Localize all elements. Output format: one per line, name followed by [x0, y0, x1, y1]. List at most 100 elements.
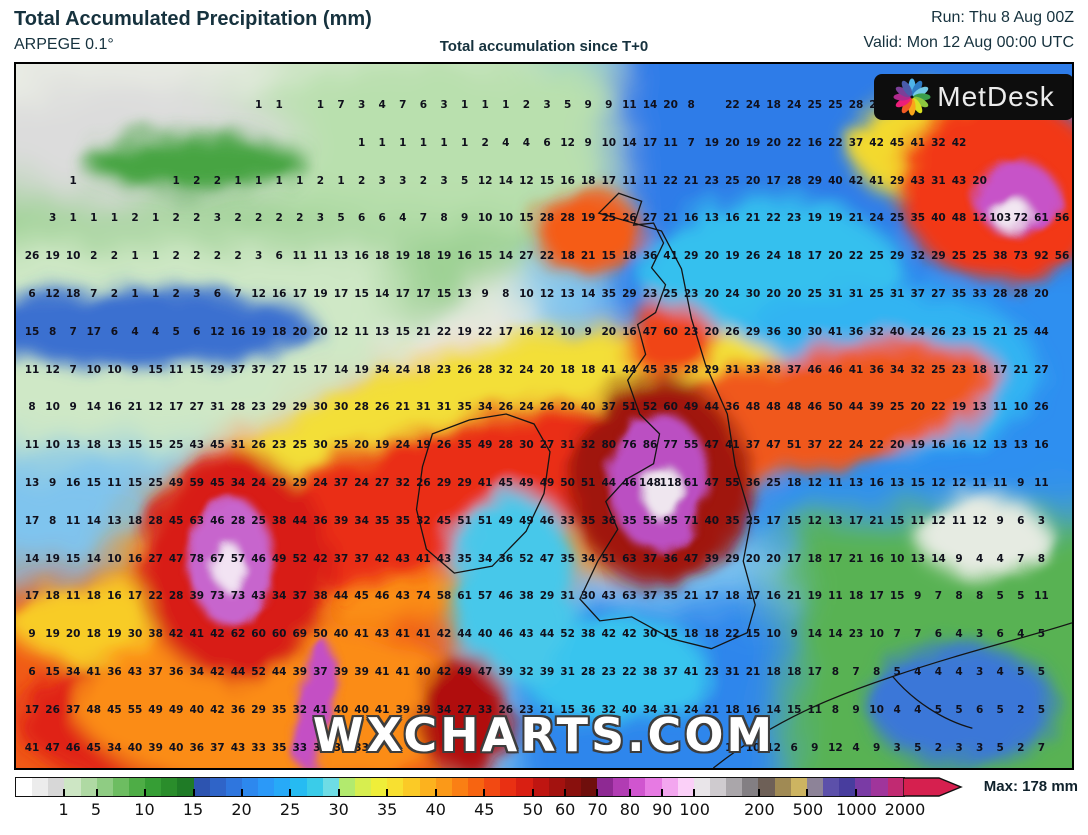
grid-value: 28 [354, 401, 369, 414]
grid-value: 17 [786, 552, 802, 565]
grid-value: 35 [663, 590, 678, 603]
grid-value: 49 [519, 477, 534, 489]
grid-value: 32 [580, 439, 596, 452]
grid-value: 21 [127, 401, 143, 414]
grid-value: 27 [271, 363, 287, 376]
grid-value: 41 [189, 628, 205, 641]
grid-value: 15 [24, 325, 40, 338]
grid-value: 28 [848, 99, 864, 111]
grid-value: 16 [931, 439, 946, 452]
accumulation-subtitle: Total accumulation since T+0 [439, 38, 649, 55]
grid-value: 29 [807, 174, 823, 187]
grid-value: 20 [560, 401, 575, 414]
grid-value: 14 [86, 401, 102, 414]
grid-value: 35 [457, 552, 472, 565]
grid-value: 78 [189, 552, 205, 565]
grid-value: 7 [337, 99, 345, 111]
grid-value: 6 [193, 325, 201, 338]
grid-value: 29 [539, 590, 555, 603]
grid-value: 32 [416, 514, 431, 527]
grid-value: 1 [131, 250, 139, 263]
grid-value: 23 [951, 363, 967, 376]
grid-value: 19 [951, 401, 967, 414]
colorbar-segment [758, 778, 775, 796]
grid-value: 13 [457, 288, 472, 300]
grid-value: 148 [639, 477, 661, 489]
grid-value: 11 [168, 363, 184, 376]
grid-value: 5 [1037, 703, 1046, 716]
colorbar-segment [742, 778, 759, 796]
grid-value: 36 [313, 514, 328, 527]
grid-value: 5 [996, 741, 1004, 754]
grid-value: 22 [148, 590, 163, 603]
colorbar-segment [322, 778, 339, 796]
grid-value: 33 [477, 703, 493, 716]
grid-value: 6 [28, 666, 36, 678]
colorbar-tick [434, 789, 437, 796]
grid-value: 46 [828, 363, 843, 376]
grid-value: 16 [107, 401, 122, 414]
grid-value: 33 [292, 741, 308, 754]
grid-value: 10 [745, 741, 761, 754]
grid-value: 5 [1037, 666, 1046, 678]
grid-value: 39 [354, 666, 369, 678]
grid-value: 18 [416, 363, 431, 376]
grid-value: 12 [45, 363, 60, 376]
grid-value: 7 [1037, 741, 1046, 754]
grid-value: 26 [745, 250, 761, 263]
grid-value: 46 [807, 401, 823, 414]
grid-value: 26 [24, 250, 40, 263]
grid-value: 26 [457, 363, 472, 376]
grid-value: 16 [519, 325, 534, 338]
colorbar-segment [548, 778, 565, 796]
grid-value: 26 [931, 325, 946, 338]
grid-value: 20 [354, 439, 369, 452]
grid-value: 23 [601, 666, 617, 678]
grid-value: 21 [848, 552, 864, 565]
grid-value: 19 [807, 590, 823, 603]
grid-value: 1 [234, 174, 242, 187]
grid-value: 59 [189, 477, 205, 489]
grid-value: 14 [622, 136, 637, 149]
grid-value: 26 [1034, 401, 1049, 414]
colorbar-tick-label: 1 [58, 800, 69, 819]
colorbar-tick [192, 789, 195, 796]
grid-value: 3 [193, 288, 201, 300]
colorbar [15, 777, 905, 797]
grid-value: 12 [333, 325, 349, 338]
grid-value: 13 [972, 401, 987, 414]
colorbar-tick-label: 80 [619, 800, 641, 819]
grid-value: 24 [519, 363, 534, 376]
grid-value: 42 [210, 703, 225, 716]
colorbar-tick-label: 2000 [884, 800, 926, 819]
grid-value: 13 [333, 250, 349, 263]
grid-value: 24 [395, 363, 411, 376]
run-label: Run: Thu 8 Aug 00Z [931, 9, 1074, 26]
grid-value: 46 [498, 590, 514, 603]
grid-value: 80 [601, 439, 617, 452]
grid-value: 35 [271, 741, 287, 754]
grid-value: 35 [395, 514, 411, 527]
grid-value: 36 [498, 552, 514, 565]
colorbar-tick-label: 5 [90, 800, 101, 819]
colorbar-segment [823, 778, 840, 796]
grid-value: 45 [642, 363, 658, 376]
colorbar-segment [419, 778, 436, 796]
grid-value: 28 [539, 212, 555, 225]
grid-value: 10 [45, 439, 60, 452]
grid-value: 25 [663, 288, 678, 300]
grid-value: 6 [28, 288, 36, 300]
grid-value: 36 [230, 703, 246, 716]
grid-value: 24 [313, 477, 328, 489]
grid-value: 36 [745, 477, 761, 489]
grid-value: 73 [1013, 250, 1029, 263]
grid-value: 47 [683, 552, 699, 565]
grid-value: 47 [704, 439, 720, 452]
grid-value: 3 [399, 174, 407, 187]
grid-value: 60 [663, 325, 678, 338]
grid-value: 8 [831, 703, 840, 716]
grid-value: 15 [745, 628, 761, 641]
grid-value: 2 [234, 250, 242, 263]
grid-value: 37 [642, 590, 658, 603]
colorbar-segment [48, 778, 65, 796]
